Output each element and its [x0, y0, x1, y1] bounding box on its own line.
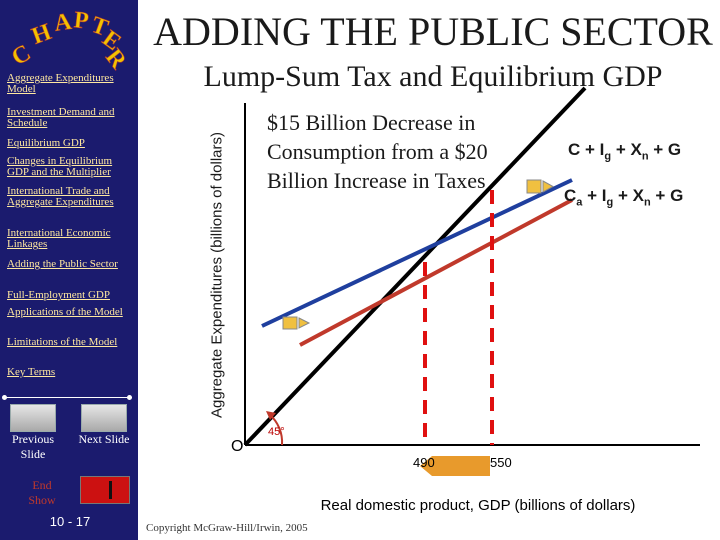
next-slide-label: Next Slide	[78, 432, 130, 446]
sidebar-item-equilibrium-gdp[interactable]: Equilibrium GDP	[7, 137, 85, 149]
lower-label-mid: + X	[613, 186, 644, 205]
sidebar-item-key-terms[interactable]: Key Terms	[7, 366, 56, 378]
origin-label: O	[231, 438, 244, 455]
sidebar-item-full-employment-gdp[interactable]: Full-Employment GDP	[7, 289, 110, 301]
next-slide-button[interactable]: Next Slide	[75, 404, 133, 464]
marker-icon-upper	[526, 179, 555, 194]
x-tick-490: 490	[413, 455, 435, 470]
sidebar-item-investment-demand[interactable]: Investment Demand and Schedule	[7, 106, 115, 129]
x-tick-550: 550	[490, 455, 512, 470]
upper-label-sub2: n	[641, 150, 649, 163]
lower-label-sub0: a	[576, 196, 583, 209]
marker-icon-lower	[282, 316, 311, 330]
x-axis-label: Real domestic product, GDP (billions of …	[320, 497, 636, 514]
end-show-button[interactable]	[80, 476, 130, 504]
upper-label-mid: + X	[611, 140, 642, 159]
sidebar-item-international-trade[interactable]: International Trade and Aggregate Expend…	[7, 185, 114, 208]
sidebar-item-limitations[interactable]: Limitations of the Model	[7, 336, 118, 348]
page-subtitle: Lump-Sum Tax and Equilibrium GDP	[203, 60, 663, 93]
upper-label-sub1: g	[604, 150, 612, 163]
slide-number: 10 - 17	[49, 514, 91, 529]
lower-label-suffix: + G	[650, 186, 684, 205]
end-show-label[interactable]: End Show	[28, 478, 56, 507]
previous-slide-button[interactable]: Previous Slide	[4, 404, 62, 464]
divider-dot-left	[2, 395, 7, 400]
lower-label-mid0: + I	[582, 186, 607, 205]
upper-line-label: C + Ig + Xn + G	[568, 140, 681, 162]
upper-label-suffix: + G	[648, 140, 682, 159]
chapter-logo-a: A	[52, 9, 73, 37]
page-title: ADDING THE PUBLIC SECTOR	[153, 9, 713, 54]
lower-line-label: Ca + Ig + Xn + G	[564, 186, 683, 208]
previous-slide-label: Previous Slide	[12, 432, 54, 461]
lower-label-sub1: g	[606, 196, 614, 209]
angle-arc-arrow	[266, 411, 276, 420]
previous-button-face	[10, 404, 56, 432]
sidebar-divider	[4, 397, 132, 398]
sidebar: C H A P T E R Aggregate Expenditures Mod…	[0, 0, 138, 540]
angle-label: 45°	[268, 426, 285, 438]
end-icon	[109, 481, 112, 499]
sidebar-item-changes-equilibrium[interactable]: Changes in Equilibrium GDP and the Multi…	[7, 155, 113, 178]
lower-label-prefix: C	[564, 186, 577, 205]
sidebar-item-international-linkages[interactable]: International Economic Linkages	[7, 227, 111, 250]
sidebar-item-aggregate-expenditures-model[interactable]: Aggregate Expenditures Model	[7, 72, 114, 95]
sidebar-item-adding-public-sector[interactable]: Adding the Public Sector	[7, 258, 118, 270]
y-axis-label: Aggregate Expenditures (billions of doll…	[208, 132, 226, 418]
sidebar-item-applications[interactable]: Applications of the Model	[7, 306, 123, 318]
chapter-logo-p: P	[73, 7, 90, 34]
upper-label-prefix: C + I	[568, 140, 605, 159]
arrow-icon	[420, 456, 490, 476]
callout-text: $15 Billion Decrease in Consumption from…	[267, 110, 488, 193]
next-button-face	[81, 404, 127, 432]
divider-dot-right	[127, 395, 132, 400]
lower-label-sub2: n	[643, 196, 651, 209]
lower-expenditure-line	[299, 198, 573, 347]
chapter-logo: C H A P T E R	[8, 7, 132, 75]
copyright-text: Copyright McGraw-Hill/Irwin, 2005	[146, 522, 308, 534]
reference-45-line	[243, 86, 587, 447]
upper-expenditure-line	[261, 178, 573, 328]
